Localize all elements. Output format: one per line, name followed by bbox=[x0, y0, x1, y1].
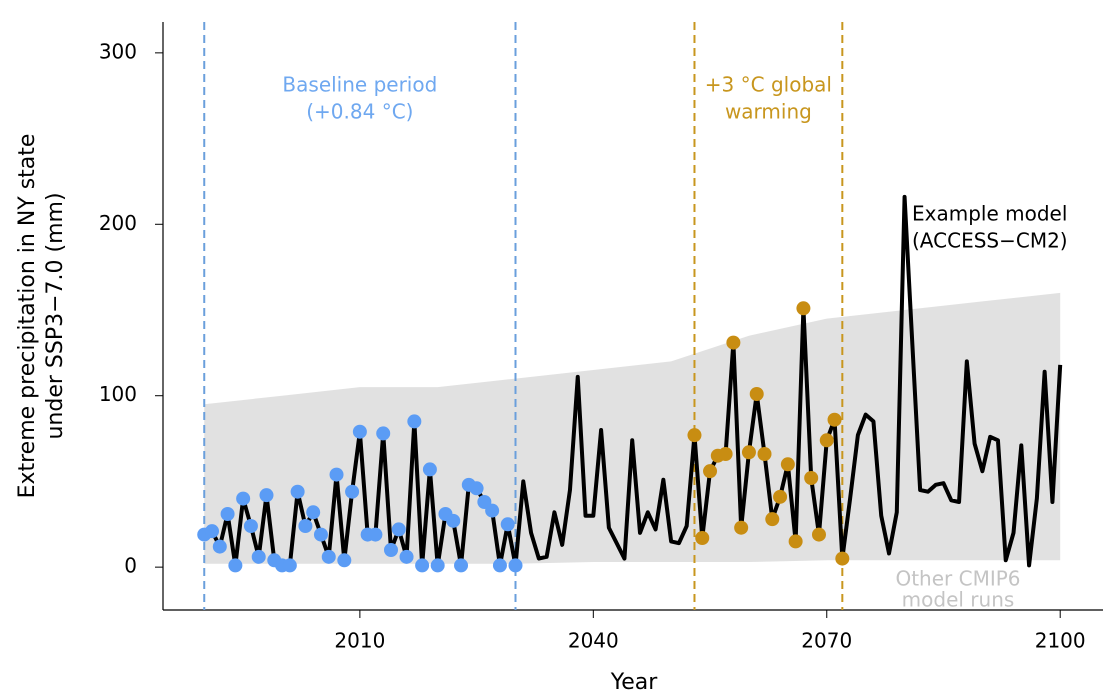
y-axis-title: under SSP3−7.0 (mm) bbox=[43, 192, 68, 439]
x-tick-label: 2040 bbox=[568, 629, 619, 653]
period-point bbox=[337, 553, 352, 568]
period-point bbox=[306, 505, 321, 520]
period-point bbox=[687, 428, 702, 443]
period-point bbox=[212, 539, 227, 554]
period-label: +3 °C global bbox=[705, 73, 832, 97]
y-tick-label: 300 bbox=[99, 39, 137, 63]
period-label: (+0.84 °C) bbox=[306, 100, 413, 124]
period-point bbox=[811, 527, 826, 542]
period-point bbox=[780, 457, 795, 472]
period-point bbox=[500, 517, 515, 532]
period-point bbox=[485, 503, 500, 518]
period-point bbox=[352, 424, 367, 439]
example-model-label: (ACCESS−CM2) bbox=[912, 229, 1068, 253]
x-axis-title: Year bbox=[610, 670, 659, 695]
period-point bbox=[220, 507, 235, 521]
period-point bbox=[726, 335, 741, 350]
period-point bbox=[313, 527, 328, 542]
period-label: Baseline period bbox=[282, 73, 437, 97]
period-point bbox=[703, 464, 718, 479]
period-point bbox=[734, 520, 749, 535]
period-point bbox=[259, 488, 274, 503]
period-point bbox=[804, 471, 819, 485]
period-point bbox=[345, 484, 360, 499]
period-point bbox=[368, 527, 383, 542]
period-point bbox=[399, 549, 414, 564]
period-point bbox=[383, 543, 398, 557]
period-point bbox=[228, 558, 243, 573]
period-point bbox=[749, 387, 764, 401]
period-point bbox=[695, 531, 710, 545]
period-point bbox=[796, 301, 811, 316]
period-point bbox=[446, 513, 461, 528]
period-point bbox=[391, 522, 406, 537]
period-point bbox=[718, 447, 733, 461]
other-runs-label: model runs bbox=[902, 588, 1015, 612]
y-tick-label: 0 bbox=[124, 554, 137, 578]
period-point bbox=[819, 433, 834, 448]
period-point bbox=[827, 412, 842, 427]
period-point bbox=[741, 445, 756, 460]
period-point bbox=[773, 489, 788, 504]
period-point bbox=[236, 491, 251, 506]
x-tick-label: 2070 bbox=[801, 629, 852, 653]
period-point bbox=[415, 558, 430, 573]
period-point bbox=[422, 462, 437, 477]
period-point bbox=[251, 549, 266, 564]
x-tick-label: 2100 bbox=[1035, 629, 1086, 653]
period-point bbox=[788, 534, 803, 549]
period-label: warming bbox=[725, 100, 812, 124]
period-point bbox=[243, 519, 258, 533]
y-tick-label: 200 bbox=[99, 211, 137, 235]
period-point bbox=[321, 549, 336, 564]
period-point bbox=[290, 484, 305, 499]
y-tick-label: 100 bbox=[99, 382, 137, 406]
period-point bbox=[329, 467, 344, 482]
period-point bbox=[835, 551, 850, 566]
period-point bbox=[508, 558, 523, 573]
x-tick-label: 2010 bbox=[334, 629, 385, 653]
period-point bbox=[376, 426, 391, 441]
example-model-label: Example model bbox=[912, 202, 1067, 226]
period-point bbox=[298, 519, 313, 533]
period-point bbox=[282, 558, 297, 573]
period-point bbox=[454, 558, 469, 573]
example-model-line bbox=[203, 194, 1063, 568]
y-axis-title: Extreme precipitation in NY state bbox=[15, 134, 40, 499]
period-point bbox=[765, 512, 780, 527]
period-point bbox=[469, 481, 484, 496]
other-runs-label: Other CMIP6 bbox=[895, 567, 1020, 591]
period-point bbox=[492, 558, 507, 573]
period-point bbox=[757, 447, 772, 461]
period-point bbox=[430, 558, 445, 573]
period-point bbox=[407, 414, 422, 429]
period-point bbox=[205, 524, 220, 539]
